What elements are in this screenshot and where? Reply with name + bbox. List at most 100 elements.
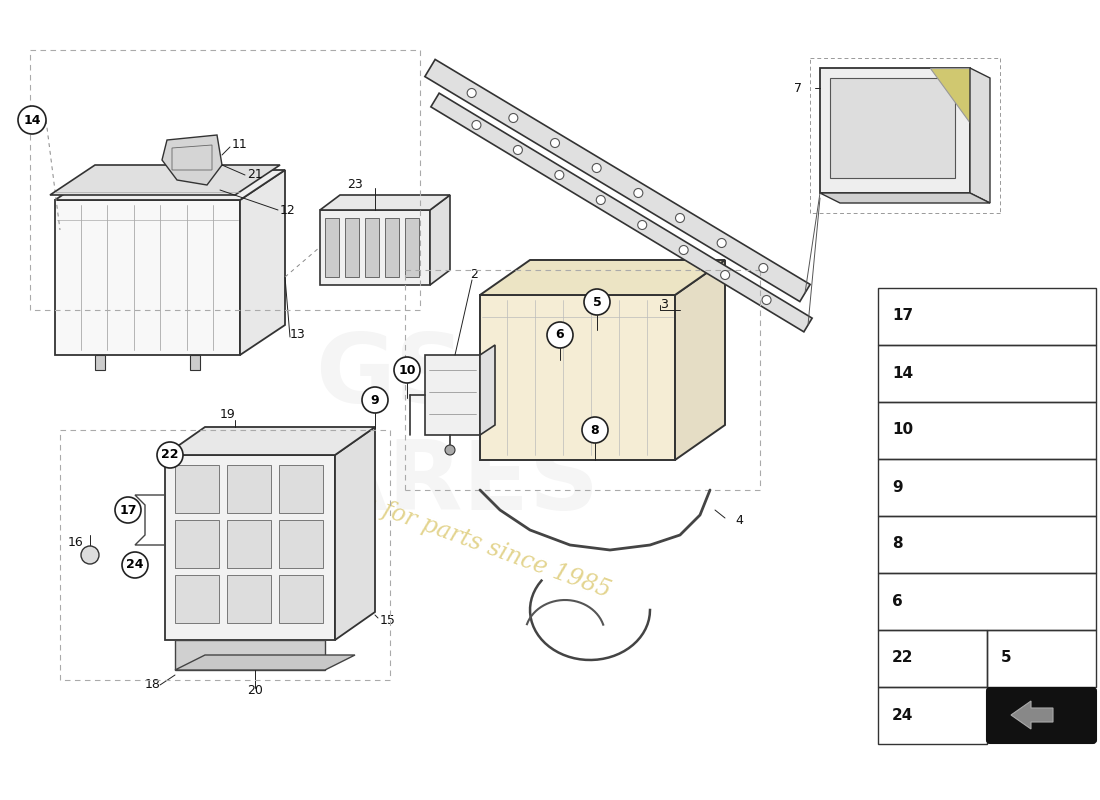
Polygon shape [175,575,219,623]
Text: 905 02: 905 02 [1022,706,1090,724]
Polygon shape [431,93,812,332]
Text: 22: 22 [892,650,913,666]
Polygon shape [830,78,955,178]
Circle shape [582,417,608,443]
Circle shape [550,138,560,147]
Polygon shape [279,465,323,513]
Polygon shape [324,218,339,277]
Circle shape [592,163,602,173]
Circle shape [18,106,46,134]
Text: 6: 6 [556,329,564,342]
Polygon shape [175,655,355,670]
Text: 17: 17 [892,309,913,323]
FancyBboxPatch shape [987,688,1096,743]
Circle shape [472,121,481,130]
Circle shape [762,295,771,305]
Circle shape [596,195,605,205]
Bar [878,630,987,687]
Circle shape [717,238,726,247]
Circle shape [634,189,642,198]
Circle shape [720,270,729,279]
Circle shape [547,322,573,348]
Circle shape [122,552,149,578]
Text: 15: 15 [379,614,396,626]
Text: 5: 5 [1001,650,1012,666]
Circle shape [759,263,768,273]
Polygon shape [95,355,104,370]
Circle shape [394,357,420,383]
Text: GS
SPARES: GS SPARES [180,330,600,530]
Polygon shape [930,68,970,123]
Text: 20: 20 [248,683,263,697]
Circle shape [81,546,99,564]
Text: 11: 11 [232,138,248,151]
Polygon shape [320,210,430,285]
Polygon shape [175,465,219,513]
Text: 14: 14 [892,366,913,381]
Polygon shape [970,68,990,203]
Text: 22: 22 [162,449,178,462]
Text: 2: 2 [470,269,477,282]
Polygon shape [227,520,271,568]
Text: 9: 9 [892,479,903,494]
Bar [878,288,1096,345]
Circle shape [157,442,183,468]
Polygon shape [175,640,324,670]
Polygon shape [190,355,200,370]
Bar [878,459,1096,516]
Circle shape [675,214,684,222]
Text: 24: 24 [126,558,144,571]
Polygon shape [240,170,285,355]
Text: 18: 18 [145,678,161,691]
Text: 21: 21 [248,169,263,182]
Text: 10: 10 [398,363,416,377]
Text: 9: 9 [371,394,380,406]
Polygon shape [1011,701,1053,729]
Polygon shape [480,260,725,295]
Text: 12: 12 [280,203,296,217]
Text: 19: 19 [220,409,235,422]
Polygon shape [345,218,359,277]
Text: 23: 23 [348,178,363,191]
Polygon shape [365,218,380,277]
Polygon shape [820,68,970,193]
Polygon shape [480,295,675,460]
Polygon shape [336,427,375,640]
Polygon shape [175,520,219,568]
Polygon shape [320,195,450,210]
Text: 3: 3 [660,298,668,311]
Bar [878,573,1096,630]
Circle shape [468,89,476,98]
Polygon shape [165,427,375,455]
Text: 16: 16 [68,535,84,549]
Polygon shape [480,345,495,435]
Bar [878,345,1096,402]
Circle shape [679,246,689,254]
Polygon shape [165,455,336,640]
Bar [878,402,1096,459]
Text: 1: 1 [454,370,462,383]
Polygon shape [227,465,271,513]
Circle shape [509,114,518,122]
Circle shape [362,387,388,413]
Circle shape [116,497,141,523]
Text: 4: 4 [735,514,743,526]
Polygon shape [55,170,285,200]
Bar [987,630,1096,687]
Circle shape [554,170,564,179]
Polygon shape [55,200,240,355]
Text: 17: 17 [119,503,136,517]
Text: 10: 10 [892,422,913,438]
Polygon shape [50,165,280,195]
Text: 6: 6 [892,594,903,609]
Polygon shape [675,260,725,460]
Polygon shape [162,135,222,185]
Bar [878,516,1096,573]
Polygon shape [430,195,450,285]
Text: 14: 14 [23,114,41,126]
Text: 5: 5 [593,295,602,309]
Text: 24: 24 [892,707,913,722]
Text: 8: 8 [591,423,600,437]
Text: a passion for parts since 1985: a passion for parts since 1985 [266,458,614,602]
Polygon shape [385,218,399,277]
